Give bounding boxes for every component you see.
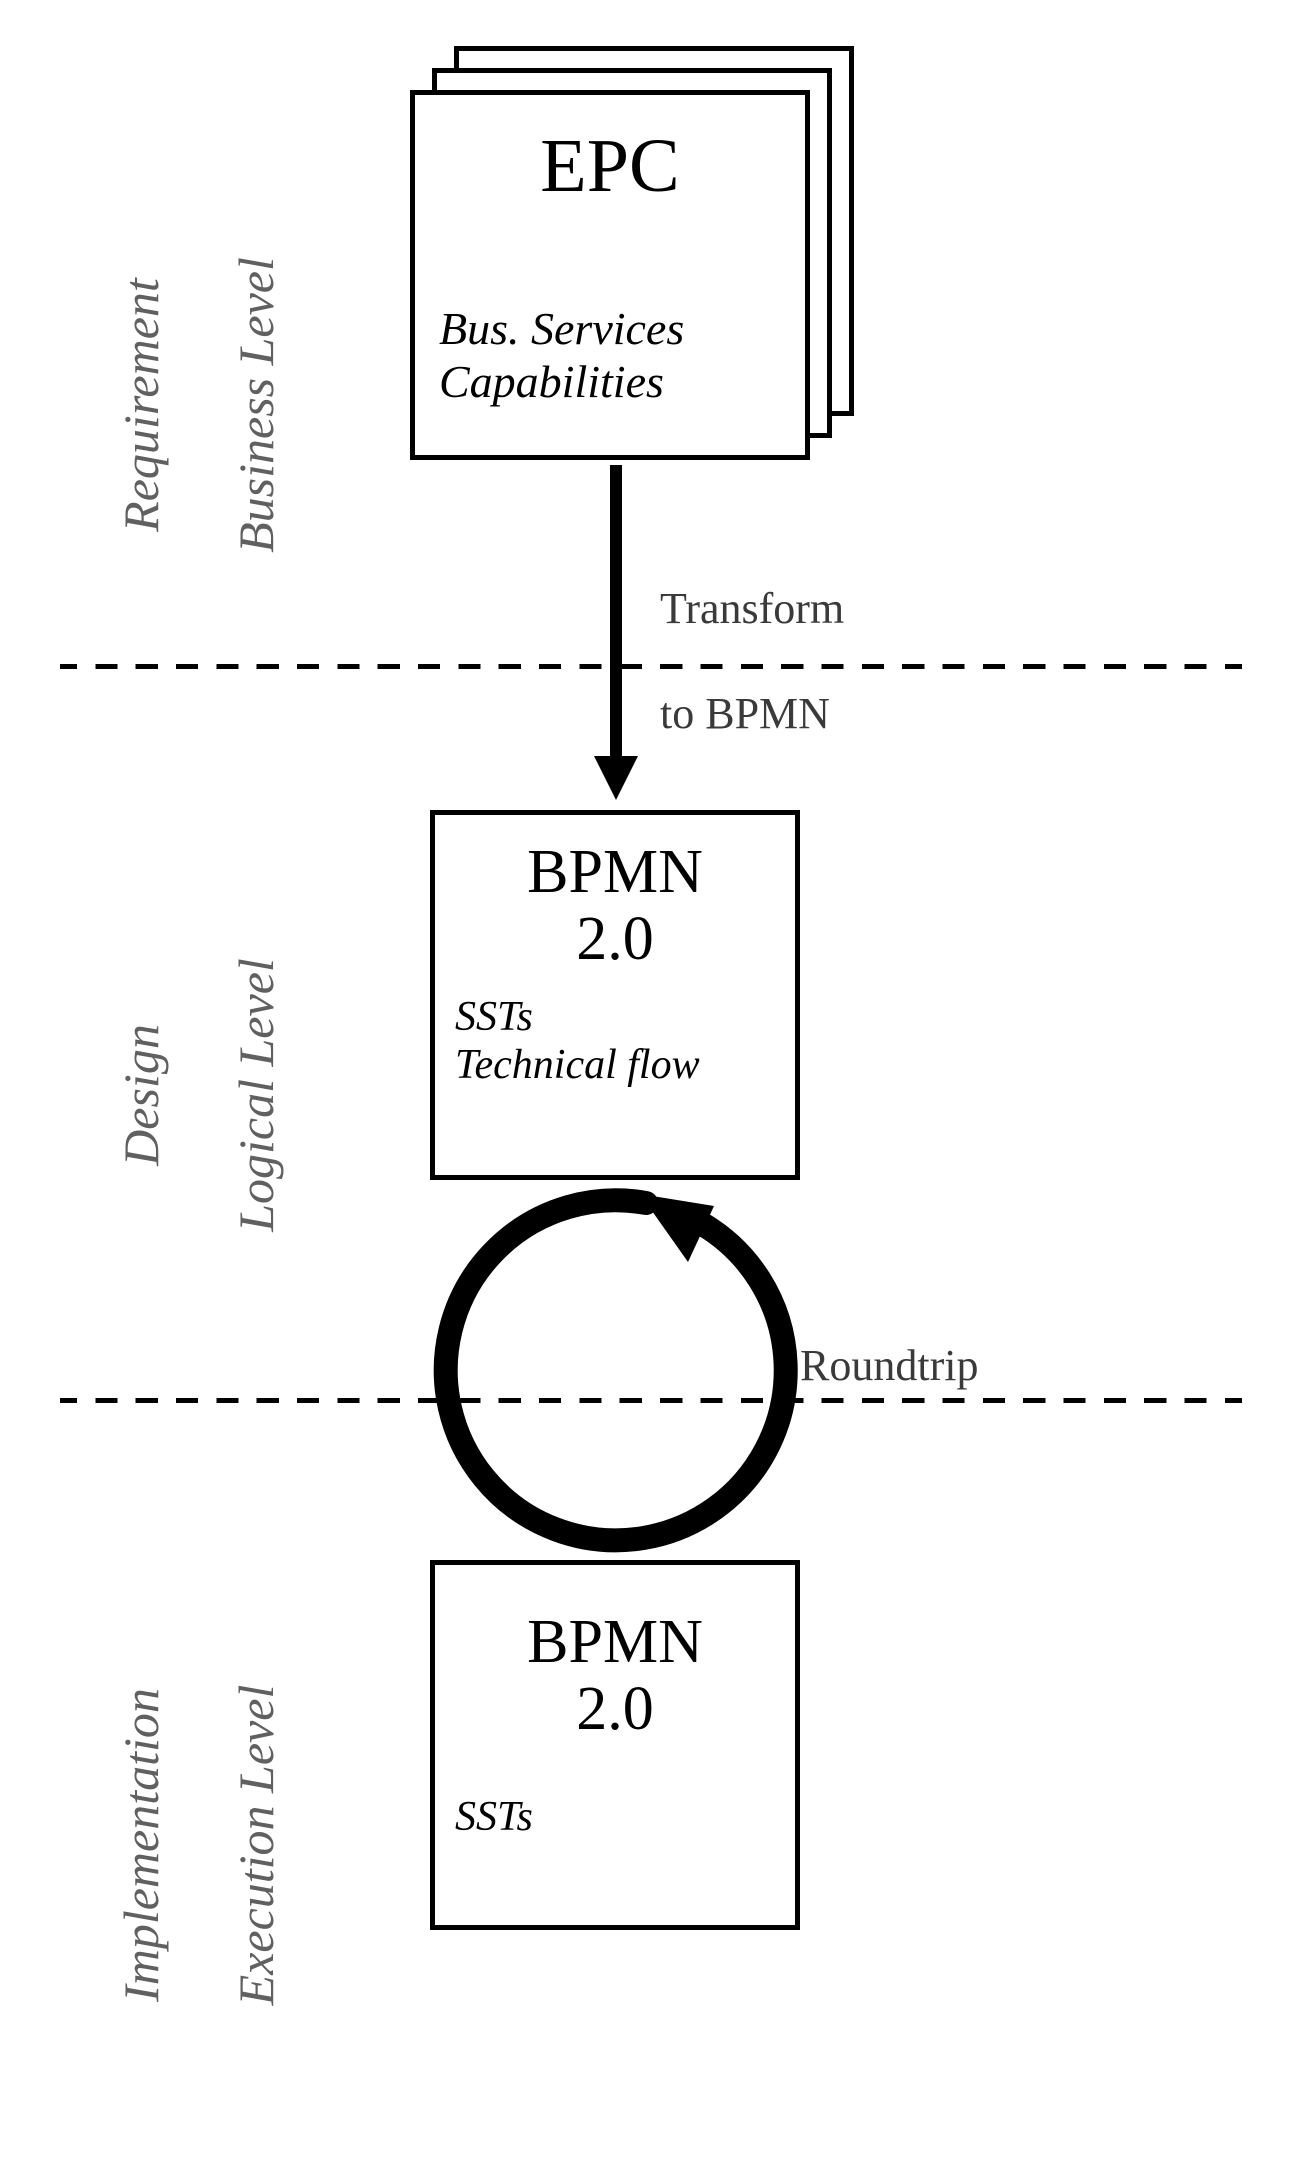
bpmn-bottom-title-l1: BPMN (455, 1607, 775, 1678)
roundtrip-label: Roundtrip (800, 1340, 978, 1393)
bpmn-bottom-title-l2: 2.0 (455, 1674, 775, 1745)
bpmn-bottom-sub1: SSTs (455, 1793, 775, 1841)
bpmn-bottom-box: BPMN 2.0 SSTs (430, 1560, 800, 1930)
diagram-canvas: Requirement Business Level Design Logica… (0, 0, 1302, 2134)
